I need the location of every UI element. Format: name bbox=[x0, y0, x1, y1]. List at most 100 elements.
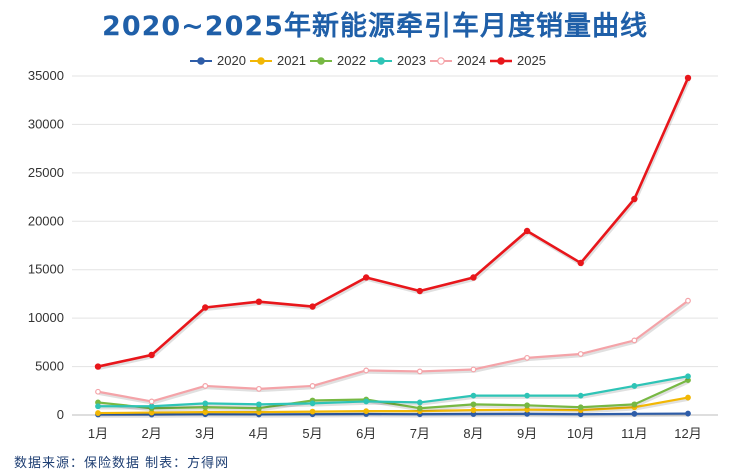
data-point-2024 bbox=[95, 388, 101, 395]
source-note: 数据来源：保险数据 制表：方得网 bbox=[14, 456, 230, 471]
data-point-2022 bbox=[577, 404, 584, 411]
series-shadow bbox=[98, 380, 690, 412]
series-lines bbox=[94, 74, 692, 418]
legend-item-2022: 2022 bbox=[310, 53, 366, 68]
x-tick-label: 9月 bbox=[517, 426, 537, 441]
chart-title: 2020~2025年新能源牵引车月度销量曲线 bbox=[102, 11, 648, 42]
data-point-2021 bbox=[309, 408, 316, 415]
y-tick-label: 35000 bbox=[28, 68, 64, 83]
data-point-2024 bbox=[202, 383, 209, 389]
data-point-2023 bbox=[202, 400, 209, 407]
series-shadow bbox=[99, 377, 690, 410]
data-point-2024 bbox=[524, 354, 530, 361]
data-point-2021 bbox=[470, 407, 477, 414]
data-point-2025 bbox=[416, 287, 424, 295]
data-point-2024 bbox=[256, 385, 262, 392]
y-axis-ticks: 0 5000 10000 15000 20000 25000 30000 35000 bbox=[28, 68, 64, 422]
data-point-2024 bbox=[577, 351, 584, 357]
legend-label: 2025 bbox=[517, 53, 546, 68]
data-point-2025 bbox=[148, 351, 155, 359]
y-tick-label: 15000 bbox=[28, 262, 64, 277]
data-point-2020 bbox=[631, 410, 638, 417]
data-point-2022 bbox=[631, 401, 638, 408]
data-point-2025 bbox=[362, 274, 370, 281]
data-point-2023 bbox=[148, 403, 155, 410]
data-point-2023 bbox=[685, 373, 691, 380]
series-shadow bbox=[98, 398, 690, 417]
y-tick-label: 20000 bbox=[28, 213, 64, 228]
series-line-2023 bbox=[98, 375, 689, 408]
data-point-2021 bbox=[95, 410, 101, 416]
legend: 2020 2021 2022 2023 2024 2025 bbox=[190, 53, 546, 68]
data-point-2023 bbox=[631, 383, 638, 389]
series-line-2022 bbox=[97, 379, 689, 410]
data-point-2024 bbox=[631, 337, 638, 344]
legend-marker bbox=[377, 57, 385, 65]
legend-label: 2023 bbox=[397, 53, 426, 68]
data-point-2024 bbox=[309, 383, 316, 389]
data-point-2024 bbox=[416, 368, 423, 375]
data-point-2022 bbox=[524, 402, 530, 409]
data-point-2025 bbox=[202, 304, 209, 311]
data-point-2023 bbox=[416, 399, 423, 406]
data-point-2021 bbox=[685, 394, 691, 401]
y-tick-label: 10000 bbox=[28, 310, 64, 325]
legend-item-2024: 2024 bbox=[430, 53, 486, 68]
data-point-2024 bbox=[363, 367, 370, 374]
data-point-2023 bbox=[309, 400, 316, 407]
data-point-2024 bbox=[148, 398, 155, 405]
x-tick-label: 8月 bbox=[463, 426, 483, 441]
y-tick-label: 5000 bbox=[35, 359, 64, 374]
legend-label: 2020 bbox=[217, 53, 246, 68]
series-shadow bbox=[98, 301, 690, 405]
y-tick-label: 25000 bbox=[28, 165, 64, 180]
x-tick-label: 11月 bbox=[621, 426, 648, 441]
x-tick-label: 10月 bbox=[567, 426, 594, 441]
data-point-2025 bbox=[309, 303, 316, 310]
legend-label: 2024 bbox=[457, 53, 486, 68]
y-tick-label: 0 bbox=[57, 407, 64, 422]
data-point-2022 bbox=[470, 401, 477, 408]
data-point-2025 bbox=[577, 259, 584, 267]
legend-marker bbox=[437, 57, 445, 65]
x-tick-label: 6月 bbox=[356, 426, 376, 441]
legend-marker bbox=[197, 57, 205, 65]
legend-item-2023: 2023 bbox=[370, 53, 426, 68]
data-point-2025 bbox=[684, 74, 692, 82]
legend-item-2020: 2020 bbox=[190, 53, 246, 68]
data-point-2021 bbox=[363, 408, 370, 415]
legend-label: 2022 bbox=[337, 53, 366, 68]
data-point-2023 bbox=[524, 392, 530, 399]
x-tick-label: 2月 bbox=[142, 426, 162, 441]
x-tick-label: 12月 bbox=[674, 426, 701, 441]
legend-marker bbox=[497, 57, 505, 65]
data-point-2025 bbox=[255, 298, 263, 305]
data-point-2020 bbox=[685, 410, 691, 417]
data-point-2025 bbox=[631, 195, 638, 203]
series-shadow bbox=[99, 414, 690, 418]
series-shadow bbox=[98, 79, 691, 371]
legend-marker bbox=[257, 57, 265, 65]
data-point-2025 bbox=[94, 363, 102, 370]
data-point-2023 bbox=[470, 392, 477, 399]
x-tick-label: 7月 bbox=[410, 426, 430, 441]
series-line-2020 bbox=[98, 412, 689, 416]
data-point-2023 bbox=[363, 398, 370, 405]
series-line-2024 bbox=[97, 299, 689, 403]
data-point-2025 bbox=[523, 227, 531, 235]
x-tick-label: 1月 bbox=[88, 426, 108, 441]
legend-marker bbox=[317, 57, 325, 65]
x-tick-label: 3月 bbox=[195, 426, 215, 441]
data-point-2024 bbox=[685, 297, 691, 304]
legend-label: 2021 bbox=[277, 53, 306, 68]
x-tick-label: 4月 bbox=[249, 426, 269, 441]
data-point-2023 bbox=[577, 392, 584, 399]
legend-item-2021: 2021 bbox=[250, 53, 306, 68]
series-line-2025 bbox=[97, 77, 690, 368]
x-axis-ticks: 1月 2月 3月 4月 5月 6月 7月 8月 9月 10月 11月 12月 bbox=[88, 426, 702, 441]
x-tick-label: 5月 bbox=[302, 426, 322, 441]
y-tick-label: 30000 bbox=[28, 116, 64, 131]
series-line-2021 bbox=[97, 396, 689, 415]
data-point-2025 bbox=[470, 274, 477, 281]
